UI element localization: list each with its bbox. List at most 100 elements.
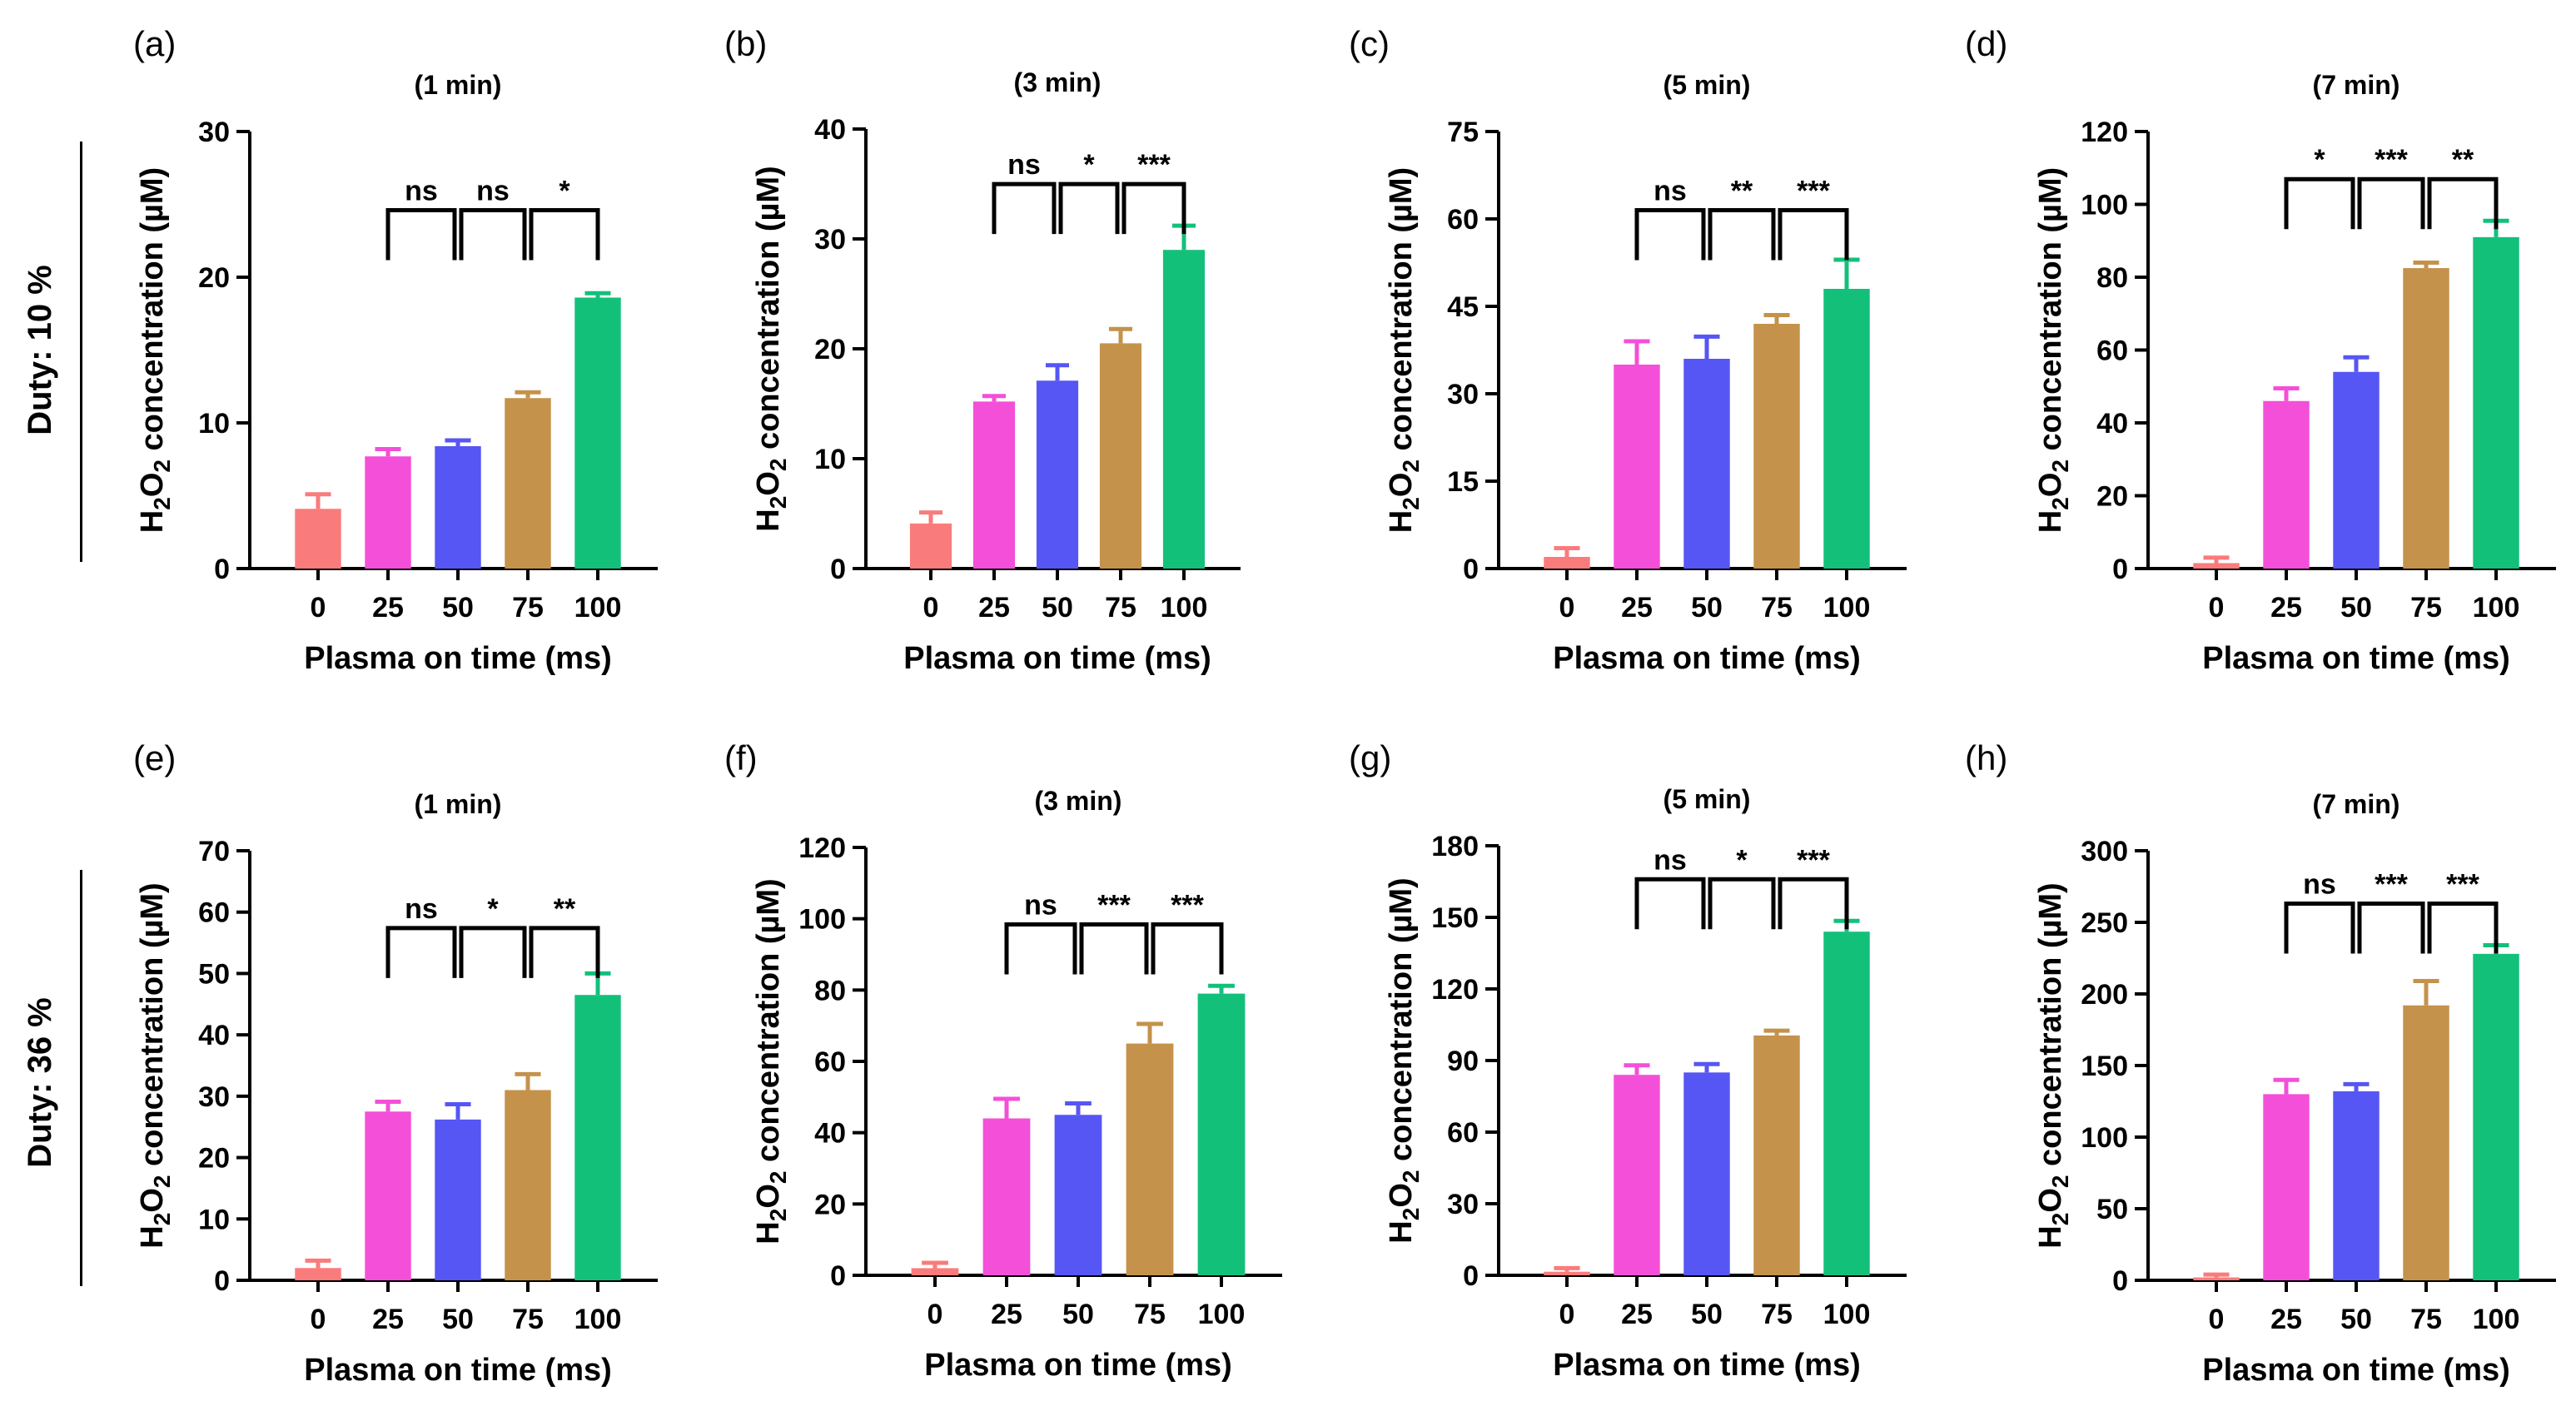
significance-label: *** [2375, 869, 2408, 901]
significance-bracket [2357, 176, 2425, 230]
significance-bracket [1778, 208, 1849, 261]
y-tick-label: 30 [198, 117, 230, 148]
x-tick-label: 50 [2340, 592, 2372, 624]
significance-label: * [559, 176, 570, 207]
panel-letter: (d) [1965, 24, 2007, 63]
significance-label: ns [1007, 149, 1041, 181]
x-tick-label: 0 [2209, 1304, 2225, 1335]
significance-label: ns [1654, 844, 1687, 876]
significance-label: *** [1171, 890, 1204, 922]
y-tick-label: 10 [814, 444, 846, 475]
x-tick-label: 0 [927, 1299, 943, 1330]
significance-bracket [2357, 902, 2425, 954]
significance-label: *** [1137, 149, 1171, 181]
x-tick-label: 75 [1134, 1299, 1166, 1330]
panel-letter: (c) [1349, 24, 1390, 63]
significance-bracket [2427, 176, 2499, 230]
significance-label: * [487, 893, 499, 925]
chart-title: (3 min) [1014, 67, 1102, 97]
chart-title: (3 min) [1035, 786, 1122, 816]
x-tick-label: 75 [512, 1304, 544, 1335]
chart-panel-b: (b) (3 min) 0 10 20 30 40 0 25 50 75 100 Plasma on t… [724, 24, 1241, 676]
chart-panel-f: (f) (3 min) 0 20 40 60 80 100 120 0 25 50 75 100 Plasm… [724, 738, 1282, 1383]
y-tick-label: 15 [1447, 466, 1479, 498]
bar-25 [2263, 1094, 2310, 1280]
y-tick-label: 30 [814, 224, 846, 256]
x-tick-label: 0 [2209, 592, 2225, 624]
x-tick-label: 50 [1042, 592, 1073, 624]
significance-label: * [2314, 144, 2325, 176]
y-axis-label: H2O2 concentration (µM) [135, 882, 175, 1248]
y-axis-label: H2O2 concentration (µM) [2033, 167, 2073, 533]
bar-0 [2193, 1277, 2240, 1280]
y-tick-label: 75 [1447, 117, 1479, 148]
x-tick-label: 100 [574, 1304, 622, 1335]
significance-bracket [2284, 902, 2355, 954]
significance-bracket [2427, 902, 2499, 954]
y-tick-label: 30 [1447, 1189, 1479, 1220]
bar-25 [982, 1118, 1031, 1275]
x-tick-label: 25 [1621, 592, 1653, 624]
bar-75 [1753, 324, 1800, 569]
bar-50 [1683, 359, 1730, 569]
row-divider-line [80, 870, 82, 1286]
x-tick-label: 50 [1062, 1299, 1094, 1330]
significance-bracket [1634, 208, 1706, 261]
significance-bracket [459, 208, 527, 261]
significance-bracket [1079, 922, 1149, 975]
y-tick-label: 250 [2081, 907, 2128, 939]
y-tick-label: 0 [1463, 1260, 1479, 1292]
x-tick-label: 75 [2410, 1304, 2442, 1335]
x-tick-label: 100 [1161, 592, 1208, 624]
significance-label: ns [476, 176, 510, 207]
x-tick-label: 25 [2270, 592, 2302, 624]
y-tick-label: 10 [198, 1204, 230, 1235]
bar-50 [435, 446, 481, 569]
y-tick-label: 20 [814, 334, 846, 365]
chart-title: (7 min) [2313, 70, 2400, 100]
y-tick-label: 40 [2096, 408, 2128, 440]
y-tick-label: 120 [798, 832, 846, 864]
significance-bracket [385, 208, 457, 261]
bar-100 [1823, 932, 1870, 1275]
x-axis-label: Plasma on time (ms) [304, 641, 612, 676]
significance-bracket [385, 926, 457, 978]
y-tick-label: 80 [814, 975, 846, 1006]
bar-100 [1823, 289, 1870, 569]
bar-25 [972, 401, 1016, 569]
x-tick-label: 75 [1105, 592, 1136, 624]
significance-bracket [1708, 208, 1776, 261]
y-tick-label: 45 [1447, 291, 1479, 323]
significance-bracket [1121, 181, 1186, 235]
x-tick-label: 50 [442, 1304, 474, 1335]
x-axis-label: Plasma on time (ms) [2202, 641, 2510, 676]
y-axis-label: H2O2 concentration (µM) [135, 167, 175, 533]
y-tick-label: 0 [830, 1260, 846, 1292]
y-tick-label: 20 [198, 262, 230, 294]
panel-letter: (f) [724, 738, 758, 778]
x-tick-label: 75 [2410, 592, 2442, 624]
x-axis-label: Plasma on time (ms) [1553, 641, 1861, 676]
x-tick-label: 100 [2473, 592, 2520, 624]
bar-25 [1614, 365, 1660, 569]
significance-label: ns [405, 893, 438, 925]
x-tick-label: 0 [311, 592, 326, 624]
y-tick-label: 10 [198, 408, 230, 440]
significance-label: ns [1024, 890, 1057, 922]
x-tick-label: 25 [2270, 1304, 2302, 1335]
y-axis-label: H2O2 concentration (µM) [2033, 882, 2073, 1248]
y-tick-label: 100 [2081, 1122, 2128, 1154]
x-tick-label: 50 [1691, 1299, 1723, 1330]
bar-100 [1197, 993, 1246, 1275]
x-axis-label: Plasma on time (ms) [924, 1348, 1232, 1383]
significance-bracket [1058, 181, 1120, 235]
x-tick-label: 25 [1621, 1299, 1653, 1330]
y-tick-label: 20 [2096, 481, 2128, 513]
y-tick-label: 80 [2096, 262, 2128, 294]
significance-bracket [1634, 877, 1706, 930]
bar-0 [295, 1268, 341, 1280]
bar-25 [365, 456, 411, 569]
x-axis-label: Plasma on time (ms) [2202, 1353, 2510, 1388]
significance-bracket [1708, 877, 1776, 930]
